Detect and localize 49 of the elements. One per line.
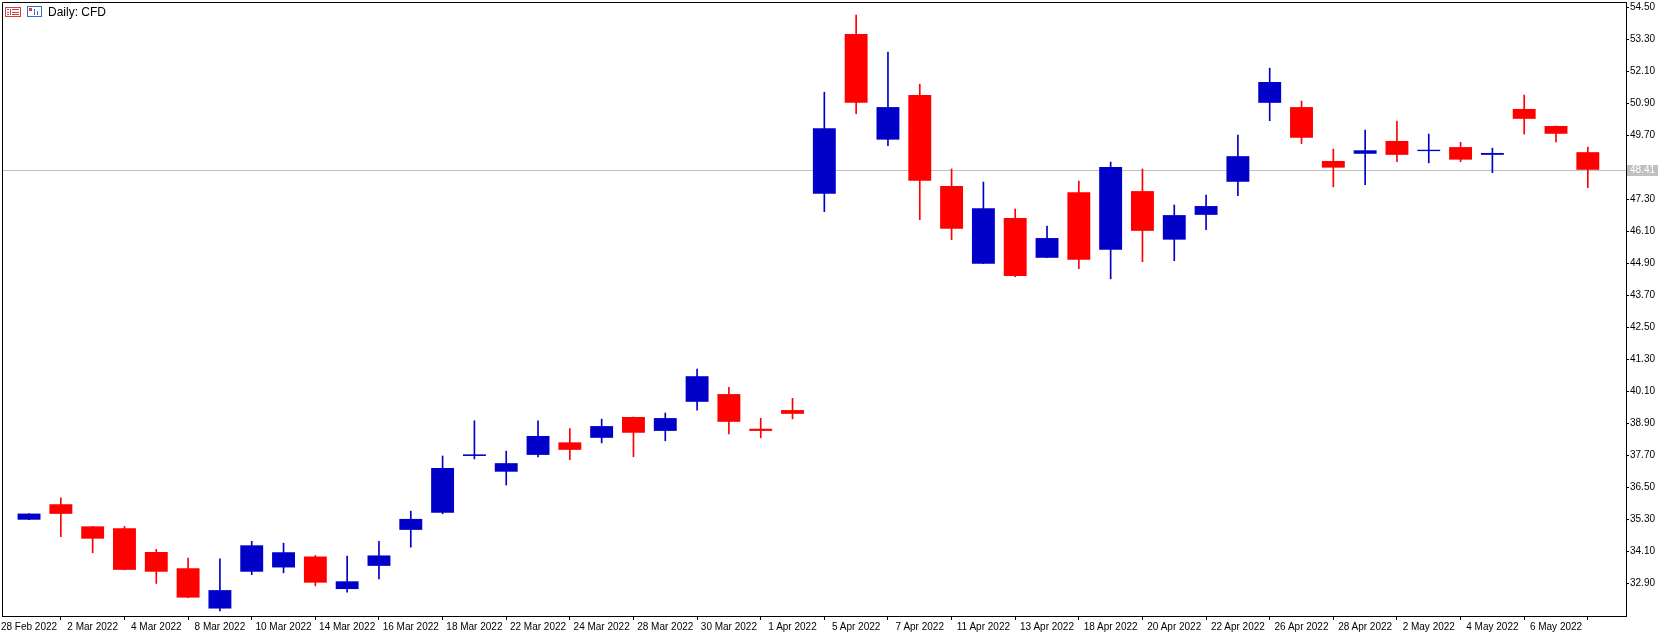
y-tick-label: 40.10 (1630, 385, 1656, 397)
y-tick-label: 42.50 (1630, 321, 1656, 333)
y-tick-label: 37.70 (1630, 449, 1656, 461)
x-tick-label: 6 May 2022 (1529, 620, 1583, 632)
x-tick-label: 4 May 2022 (1466, 620, 1519, 632)
y-tick-label: 47.30 (1630, 193, 1656, 205)
chart-title: Daily: CFD (48, 5, 107, 19)
x-tick-label: 11 Apr 2022 (956, 620, 1011, 632)
y-tick-label: 38.90 (1630, 417, 1656, 429)
x-tick-label: 5 Apr 2022 (831, 620, 881, 632)
x-tick-label: 28 Feb 2022 (0, 620, 58, 632)
y-tick-label: 35.30 (1630, 513, 1656, 525)
x-tick-label: 26 Apr 2022 (1274, 620, 1329, 632)
x-tick-label: 2 Mar 2022 (67, 620, 119, 632)
x-tick-label: 8 Mar 2022 (194, 620, 246, 632)
x-tick-label: 30 Mar 2022 (700, 620, 758, 632)
x-tick-label: 7 Apr 2022 (895, 620, 945, 632)
y-tick-label: 49.70 (1630, 129, 1656, 141)
y-tick-label: 32.90 (1630, 577, 1656, 589)
x-tick-label: 20 Apr 2022 (1147, 620, 1202, 632)
candlestick (749, 418, 773, 439)
y-tick-label: 54.50 (1630, 1, 1656, 13)
x-tick-label: 2 May 2022 (1402, 620, 1456, 632)
ref-line-label: 48.41 (1630, 164, 1656, 176)
x-tick-label: 18 Mar 2022 (446, 620, 503, 632)
y-tick-label: 36.50 (1630, 481, 1656, 493)
candlestick (558, 428, 582, 461)
y-tick-label: 44.90 (1630, 257, 1656, 269)
y-tick-label: 52.10 (1630, 65, 1656, 77)
x-tick-label: 18 Apr 2022 (1083, 620, 1139, 632)
y-tick-label: 41.30 (1630, 353, 1656, 365)
x-tick-label: 16 Mar 2022 (382, 620, 440, 632)
y-tick-label: 34.10 (1630, 545, 1656, 557)
x-tick-label: 10 Mar 2022 (255, 620, 313, 632)
candlestick (335, 555, 359, 593)
x-tick-label: 1 Apr 2022 (768, 620, 818, 632)
y-tick-label: 46.10 (1630, 225, 1656, 237)
y-tick-label: 50.90 (1630, 97, 1656, 109)
x-tick-label: 13 Apr 2022 (1020, 620, 1075, 632)
x-tick-label: 22 Mar 2022 (509, 620, 567, 632)
x-tick-label: 4 Mar 2022 (130, 620, 183, 632)
x-tick-label: 14 Mar 2022 (319, 620, 376, 632)
y-tick-label: 43.70 (1630, 289, 1656, 301)
x-tick-label: 22 Apr 2022 (1210, 620, 1266, 632)
y-tick-label: 53.30 (1630, 33, 1656, 45)
x-tick-label: 28 Apr 2022 (1338, 620, 1393, 632)
candlestick (1353, 129, 1377, 186)
x-tick-label: 28 Mar 2022 (637, 620, 694, 632)
x-tick-label: 24 Mar 2022 (573, 620, 631, 632)
